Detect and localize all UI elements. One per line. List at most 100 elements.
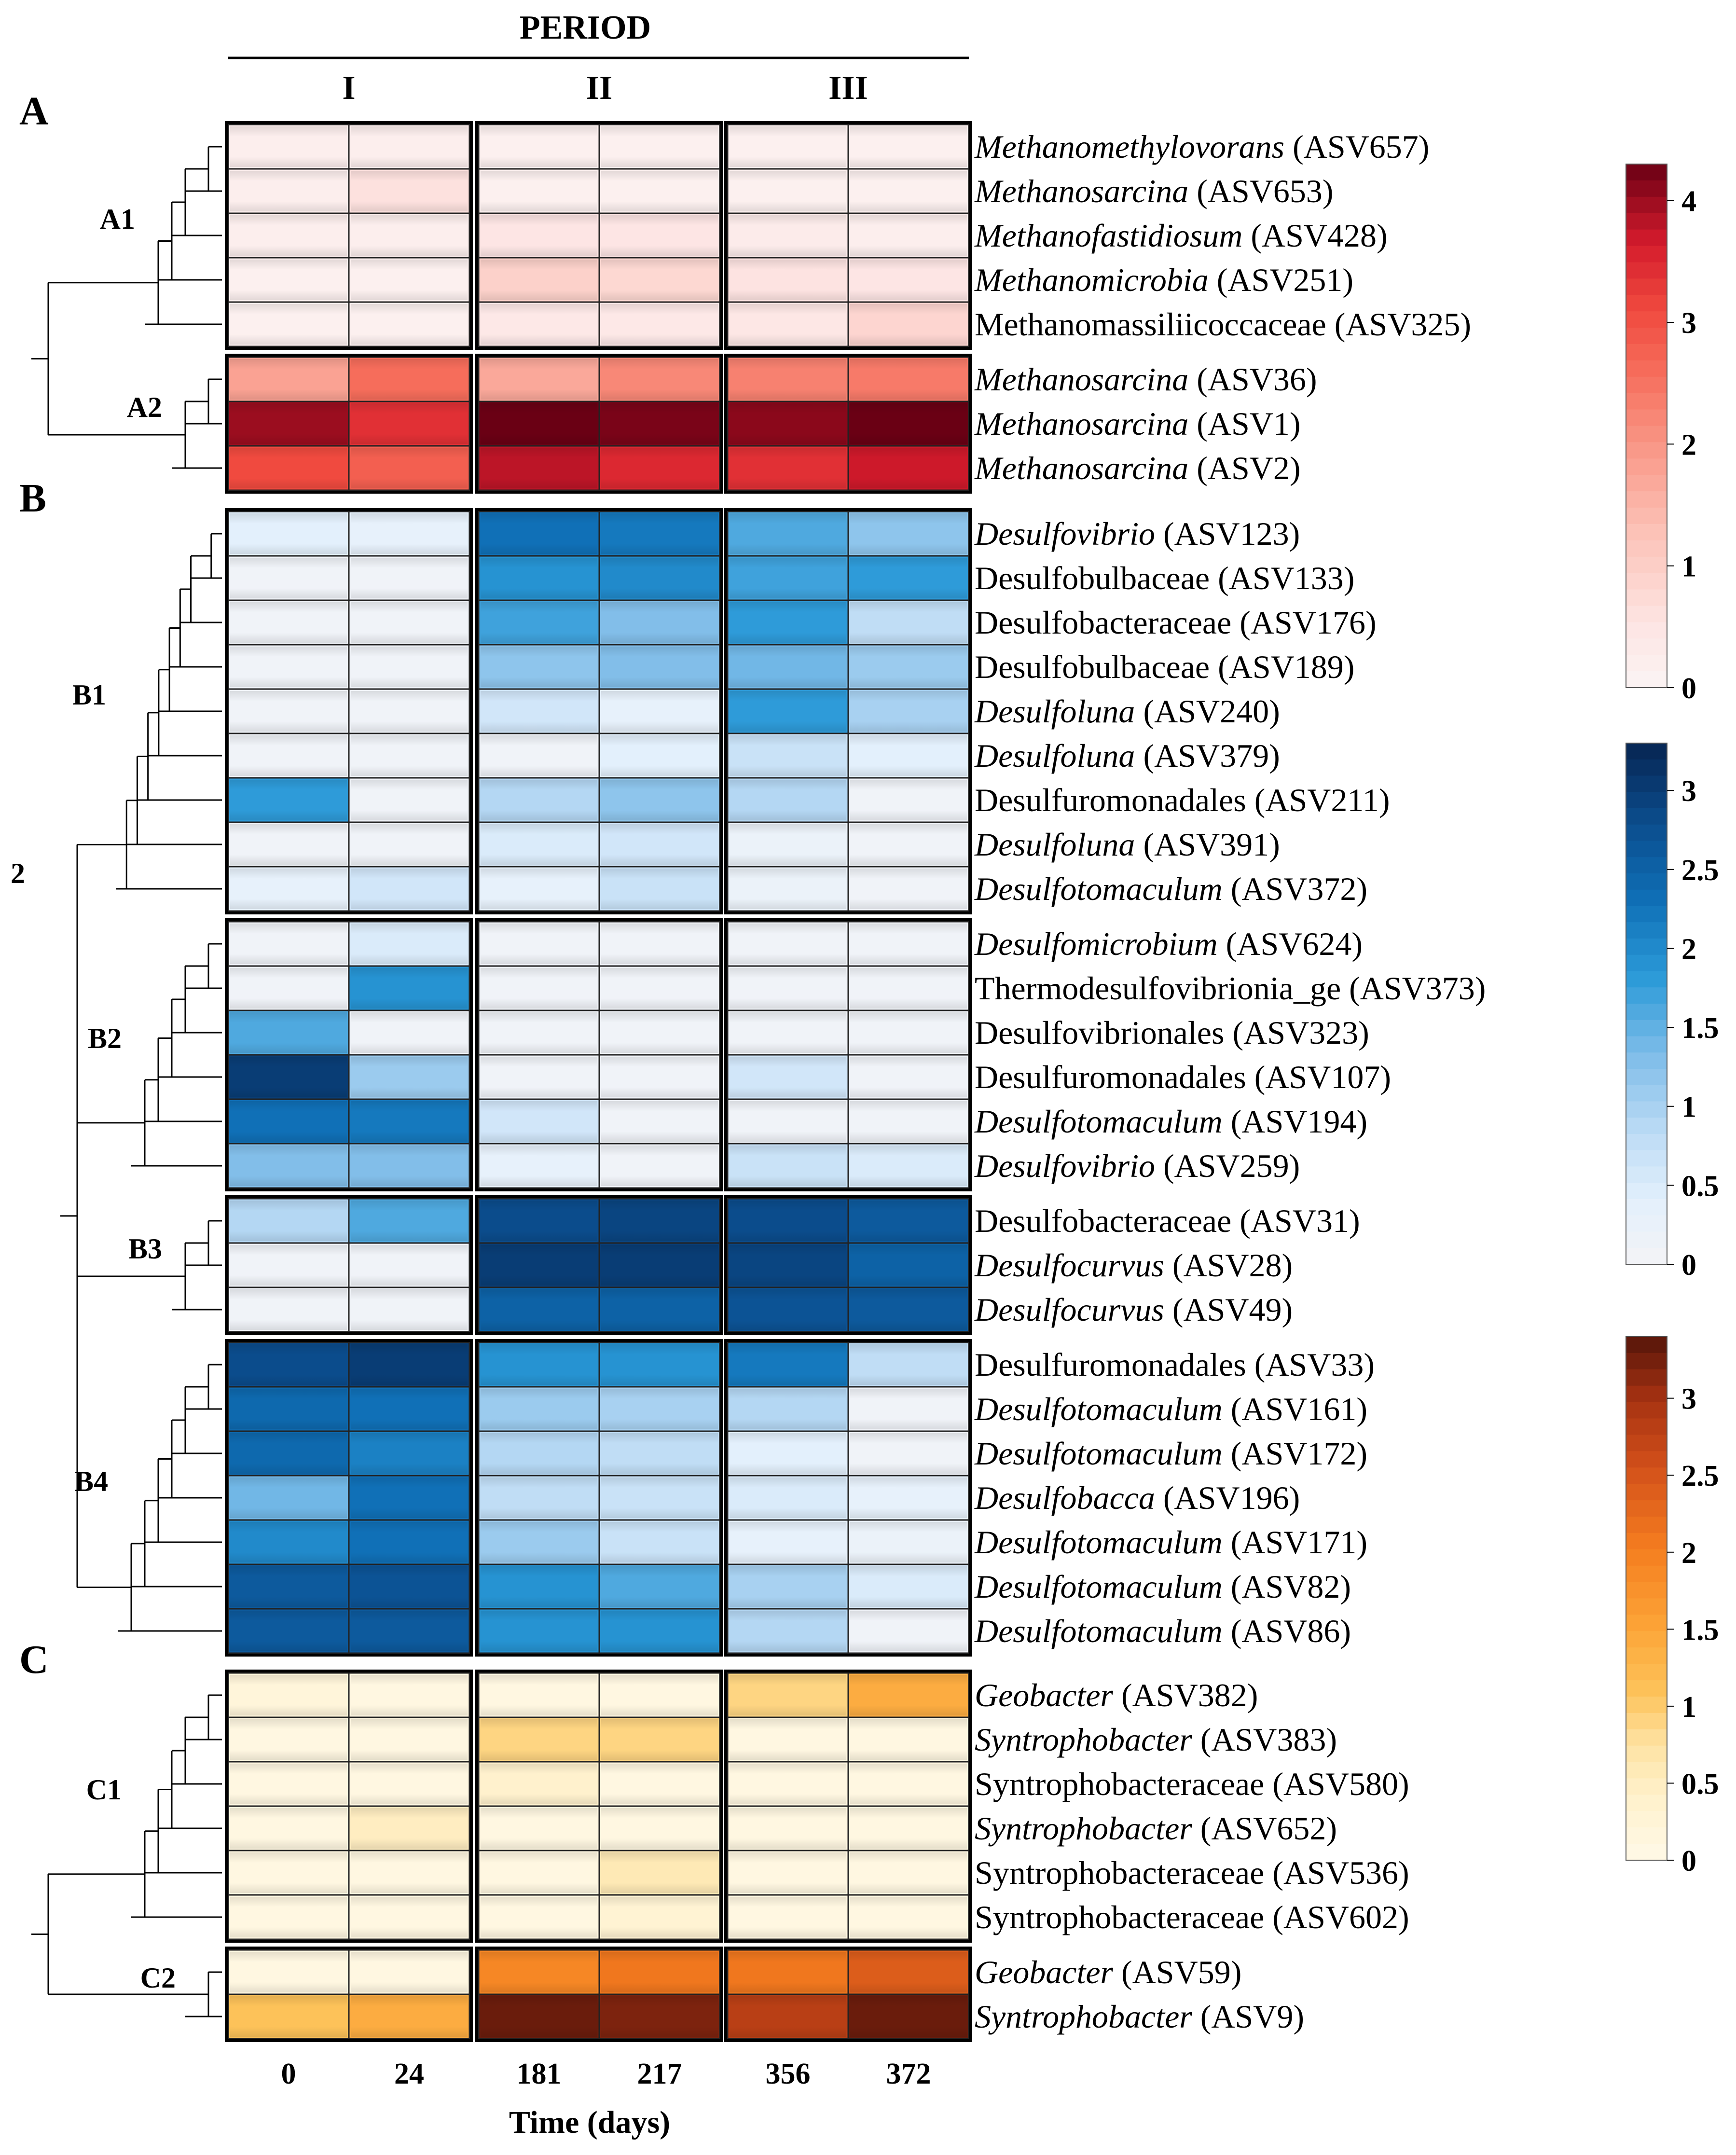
heatmap-cell-shade: [481, 1675, 597, 1715]
row-label: Syntrophobacter (ASV9): [975, 1998, 1304, 2035]
color-scale-label: 1: [1681, 1091, 1696, 1124]
heatmap-cell-shade: [601, 1611, 718, 1651]
color-scale-step: [1626, 971, 1667, 988]
heatmap-cell-shade: [601, 304, 718, 345]
heatmap-cell-shade: [850, 1952, 967, 1992]
heatmap-cell-shade: [730, 1852, 846, 1893]
heatmap-cell-shade: [850, 1566, 967, 1607]
heatmap-cell-shade: [850, 780, 967, 820]
row-label-asv: (ASV172): [1223, 1435, 1367, 1472]
row-label-name: Desulfobacca: [974, 1479, 1155, 1516]
heatmap-cell-shade: [730, 260, 846, 300]
row-label: Desulfoluna (ASV391): [974, 826, 1280, 863]
heatmap-cell-shade: [481, 359, 597, 400]
heatmap-cell-shade: [230, 924, 347, 964]
row-label-name: Methanosarcina: [974, 450, 1188, 486]
row-label: Desulfotomaculum (ASV161): [974, 1391, 1367, 1427]
color-scale-step: [1626, 808, 1667, 825]
heatmap-cell-shade: [351, 1852, 468, 1893]
color-scale-step: [1626, 1598, 1667, 1616]
color-scale-step: [1626, 1484, 1667, 1501]
color-scale-step: [1626, 1516, 1667, 1533]
color-scale-step: [1626, 344, 1667, 361]
heatmap-cell-shade: [351, 171, 468, 211]
color-scale-step: [1626, 393, 1667, 410]
row-label-asv: (ASV379): [1135, 737, 1280, 774]
color-scale-step: [1626, 1166, 1667, 1184]
row-label-name: Desulfoluna: [974, 737, 1135, 774]
color-scale-step: [1626, 213, 1667, 230]
heatmap-cell-shade: [601, 513, 718, 554]
row-label-name: Methanofastidiosum: [974, 217, 1242, 254]
row-label: Desulfotomaculum (ASV82): [974, 1568, 1351, 1605]
heatmap-cell-shade: [351, 968, 468, 1008]
heatmap-cell-shade: [481, 602, 597, 643]
row-label: Desulfocurvus (ASV49): [974, 1291, 1293, 1328]
heatmap-cell-shade: [481, 1389, 597, 1429]
heatmap-cell-shade: [481, 1433, 597, 1474]
heatmap-cell-shade: [351, 1245, 468, 1285]
row-label: Desulfuromonadales (ASV211): [975, 782, 1390, 818]
row-label-name: Methanosarcina: [974, 405, 1188, 442]
cluster-label: C1: [86, 1774, 122, 1806]
row-label-asv: (ASV59): [1113, 1954, 1241, 1990]
color-scale-step: [1626, 426, 1667, 443]
color-scale-step: [1626, 328, 1667, 345]
heatmap-cell-shade: [481, 558, 597, 598]
heatmap-cell-shade: [850, 602, 967, 643]
row-label-asv: (ASV2): [1188, 450, 1300, 486]
heatmap-cell-shade: [850, 1764, 967, 1804]
cluster-label: B3: [128, 1233, 162, 1265]
row-label-asv: (ASV107): [1246, 1059, 1391, 1095]
color-scale-step: [1626, 1215, 1667, 1232]
heatmap-cell-shade: [230, 1433, 347, 1474]
time-tick-label: 0: [281, 2058, 296, 2090]
heatmap-cell-shade: [850, 1433, 967, 1474]
period-label-3: III: [828, 69, 868, 107]
row-label-name: Desulfobacteraceae: [975, 604, 1231, 641]
heatmap-cell-shade: [351, 1675, 468, 1715]
row-label-asv: (ASV373): [1341, 970, 1486, 1007]
heatmap-cell-shade: [601, 869, 718, 909]
color-scale-step: [1626, 1827, 1667, 1845]
color-scale-step: [1626, 954, 1667, 972]
row-label-asv: (ASV580): [1264, 1766, 1409, 1802]
row-label: Desulfuromonadales (ASV33): [975, 1346, 1375, 1383]
color-scale-step: [1626, 1467, 1667, 1485]
heatmap-cell-shade: [230, 1522, 347, 1562]
color-scale-step: [1626, 622, 1667, 639]
row-label: Desulfotomaculum (ASV86): [974, 1613, 1351, 1649]
color-scale-step: [1626, 409, 1667, 427]
heatmap-cell-shade: [351, 126, 468, 167]
heatmap-cell-shade: [481, 1852, 597, 1893]
cluster-frame: [225, 918, 473, 1191]
color-scale-step: [1626, 638, 1667, 656]
color-scale-step: [1626, 573, 1667, 590]
heatmap-cell-shade: [230, 558, 347, 598]
heatmap-cell-shade: [601, 691, 718, 732]
row-label-name: Desulfotomaculum: [974, 870, 1223, 907]
heatmap-cell-shade: [230, 1675, 347, 1715]
cluster-frame: [225, 1195, 473, 1335]
row-label: Methanomassiliicoccaceae (ASV325): [975, 306, 1471, 343]
cluster-frame: [225, 1339, 473, 1657]
row-label-name: Syntrophobacter: [975, 1721, 1192, 1758]
cluster-frame: [225, 121, 473, 350]
heatmap-cell-shade: [351, 1808, 468, 1849]
heatmap-cell-shade: [850, 1897, 967, 1937]
period-label-2: II: [586, 69, 612, 107]
heatmap-cell-shade: [601, 403, 718, 444]
heatmap-cell-shade: [730, 1522, 846, 1562]
heatmap-cell-shade: [351, 1201, 468, 1241]
color-scale-step: [1626, 906, 1667, 923]
heatmap-cell-shade: [481, 780, 597, 820]
color-scale-step: [1626, 1118, 1667, 1134]
heatmap-cell-shade: [230, 1245, 347, 1285]
color-scale-step: [1626, 987, 1667, 1004]
color-scale-step: [1626, 606, 1667, 623]
heatmap-cell-shade: [850, 1201, 967, 1241]
cluster-frame: [724, 1670, 972, 1943]
heatmap-cell-shade: [481, 171, 597, 211]
